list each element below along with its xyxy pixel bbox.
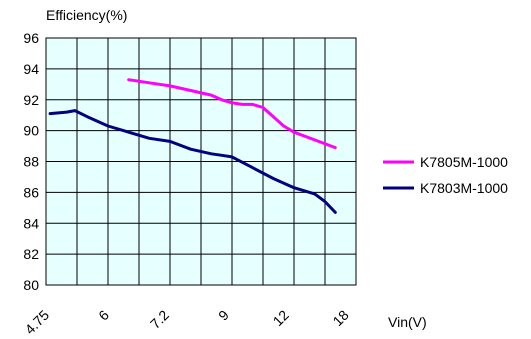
grid-lines — [46, 38, 356, 285]
x-tick-label: 7.2 — [147, 307, 172, 332]
y-tick-label: 94 — [23, 61, 39, 77]
y-tick-label: 86 — [23, 184, 39, 200]
y-tick-label: 88 — [23, 154, 39, 170]
y-tick-label: 82 — [23, 246, 39, 262]
legend: K7805M-1000 K7803M-1000 — [383, 154, 508, 196]
y-tick-label: 80 — [23, 277, 39, 293]
legend-k7805m-label: K7805M-1000 — [420, 154, 508, 170]
y-axis-title: Efficiency(%) — [46, 7, 127, 23]
x-axis-title: Vin(V) — [388, 314, 427, 330]
x-tick-label: 6 — [95, 307, 112, 324]
x-tick-label: 4.75 — [22, 307, 53, 338]
y-tick-label: 96 — [23, 30, 39, 46]
y-tick-label: 84 — [23, 215, 39, 231]
x-tick-label: 12 — [270, 307, 292, 329]
x-tick-labels: 4.75 6 7.2 9 12 18 — [22, 307, 352, 338]
x-tick-label: 18 — [329, 307, 351, 329]
data-series — [48, 78, 337, 214]
y-tick-label: 90 — [23, 123, 39, 139]
y-tick-label: 92 — [23, 92, 39, 108]
x-tick-label: 9 — [215, 307, 232, 324]
legend-k7803m-label: K7803M-1000 — [420, 180, 508, 196]
k7805m-series-line — [127, 78, 337, 150]
k7803m-series-line — [48, 109, 337, 214]
y-tick-labels: 80 82 84 86 88 90 92 94 96 — [23, 30, 39, 293]
